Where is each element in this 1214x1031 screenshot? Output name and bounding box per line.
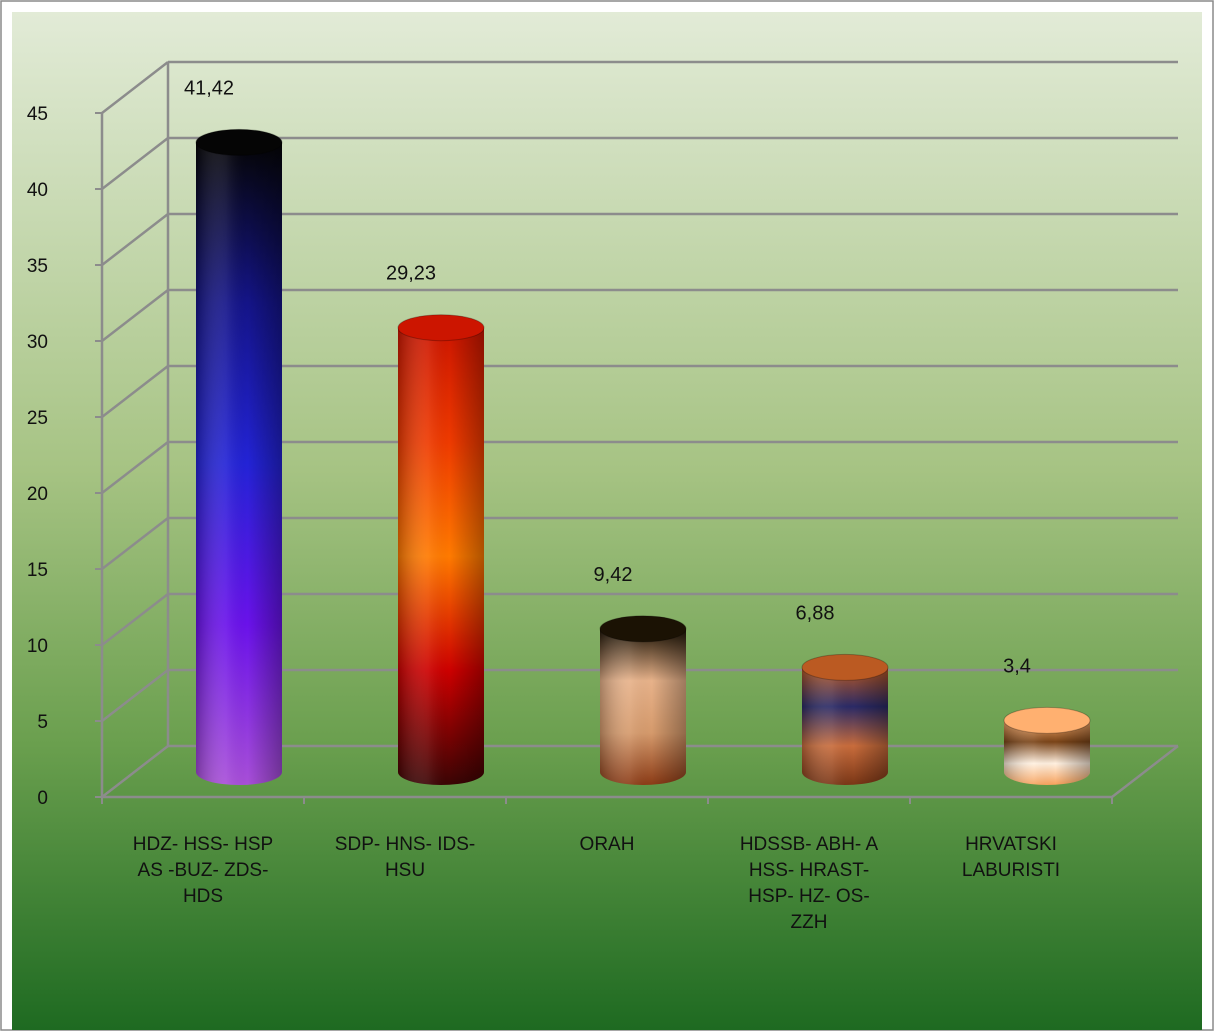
bar-1 xyxy=(195,128,283,785)
bar-top xyxy=(801,653,889,681)
gridline-side xyxy=(101,441,169,494)
x-category-label: HDZ- HSS- HSP AS -BUZ- ZDS-HDS xyxy=(133,834,273,907)
y-tick-label: 10 xyxy=(27,636,48,657)
bar-top xyxy=(397,314,485,342)
bar-shading xyxy=(196,142,282,785)
gridline-side xyxy=(101,517,169,570)
bar-shading xyxy=(1004,720,1090,785)
y-tick-label: 30 xyxy=(27,332,48,353)
data-label: 29,23 xyxy=(386,263,436,285)
bar-shading xyxy=(600,628,686,785)
bar-shading xyxy=(802,667,888,785)
x-category-label: HDSSB- ABH- A HSS- HRAST-HSP- HZ- OS-ZZH xyxy=(740,834,879,933)
x-category-label: ORAH xyxy=(580,834,635,855)
gridline-side xyxy=(101,745,169,798)
gridline-side xyxy=(101,213,169,266)
gridline-side xyxy=(101,669,169,722)
y-tick-label: 45 xyxy=(27,104,48,125)
x-category-label: SDP- HNS- IDS-HSU xyxy=(335,834,475,881)
bar-shading xyxy=(398,327,484,785)
bar-3 xyxy=(599,615,687,785)
bar-top xyxy=(1003,706,1091,734)
bar-2 xyxy=(397,314,485,785)
x-category-label: HRVATSKI LABURISTI xyxy=(962,834,1060,881)
data-label: 6,88 xyxy=(796,602,835,624)
data-label: 41,42 xyxy=(184,77,234,99)
y-tick-label: 40 xyxy=(27,180,48,201)
gridlines xyxy=(101,60,1178,798)
bar-4 xyxy=(801,653,889,785)
data-label: 9,42 xyxy=(594,564,633,586)
bar-top xyxy=(599,615,687,643)
gridline-side xyxy=(101,137,169,190)
y-tick-label: 5 xyxy=(37,712,48,733)
floor-right-edge xyxy=(1111,745,1179,798)
data-label: 3,4 xyxy=(1003,655,1031,677)
gridline-side xyxy=(101,61,169,114)
bars xyxy=(195,128,1091,785)
y-tick-label: 25 xyxy=(27,408,48,429)
y-tick-label: 20 xyxy=(27,484,48,505)
y-tick-label: 15 xyxy=(27,560,48,581)
y-tick-label: 35 xyxy=(27,256,48,277)
bar-5 xyxy=(1003,706,1091,785)
gridline-side xyxy=(101,289,169,342)
gridline-side xyxy=(101,365,169,418)
gridline-side xyxy=(101,593,169,646)
y-tick-label: 0 xyxy=(37,788,48,809)
bar-top xyxy=(195,128,283,156)
labels: 0 5 10 15 20 25 30 35 40 45 41,42 29,23 9,42 6,88 3,4 H… xyxy=(27,77,1060,933)
